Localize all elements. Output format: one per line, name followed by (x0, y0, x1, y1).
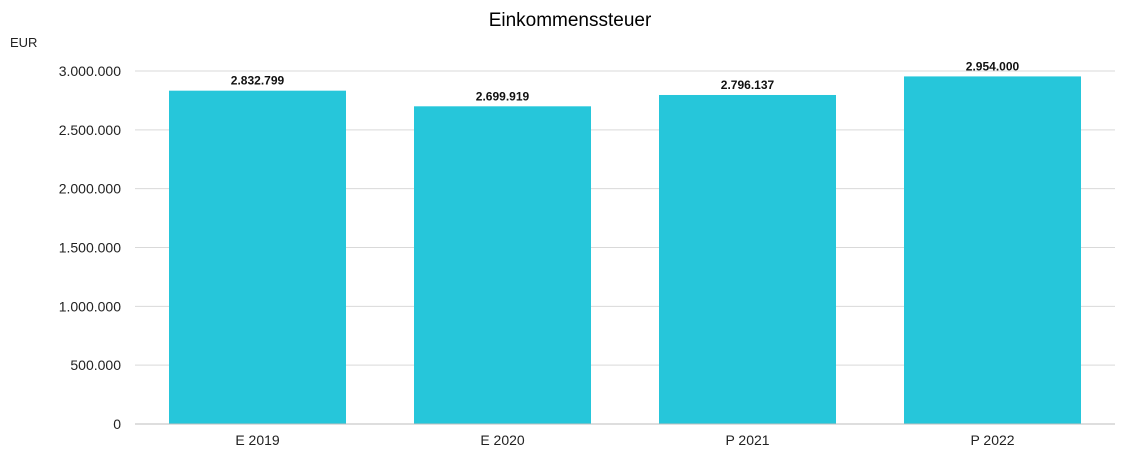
bars (169, 76, 1081, 425)
data-label: 2.832.799 (231, 74, 285, 88)
bar-p-2022 (904, 76, 1081, 425)
x-axis-ticks: E 2019 E 2020 P 2021 P 2022 (235, 432, 1014, 448)
y-tick-label: 1.500.000 (59, 240, 121, 256)
x-tick-label: E 2019 (235, 432, 280, 448)
y-tick-label: 500.000 (70, 357, 121, 373)
y-tick-label: 3.000.000 (59, 63, 121, 79)
y-tick-label: 2.500.000 (59, 122, 121, 138)
y-tick-label: 0 (113, 416, 121, 432)
x-tick-label: P 2022 (970, 432, 1014, 448)
x-tick-label: E 2020 (480, 432, 525, 448)
bar-e-2020 (414, 106, 591, 424)
chart-title: Einkommenssteuer (489, 10, 652, 31)
y-axis-ticks: 0 500.000 1.000.000 1.500.000 2.000.000 2.500… (59, 63, 122, 432)
bar-p-2021 (659, 94, 836, 424)
y-tick-label: 2.000.000 (59, 181, 121, 197)
data-labels: 2.832.799 2.699.919 2.796.137 2.954.000 (231, 59, 1020, 103)
bar-e-2019 (169, 90, 346, 424)
data-label: 2.699.919 (476, 89, 530, 103)
y-unit-label: EUR (10, 35, 37, 50)
data-label: 2.954.000 (966, 59, 1020, 73)
x-tick-label: P 2021 (725, 432, 769, 448)
data-label: 2.796.137 (721, 78, 775, 92)
y-tick-label: 1.000.000 (59, 298, 121, 314)
